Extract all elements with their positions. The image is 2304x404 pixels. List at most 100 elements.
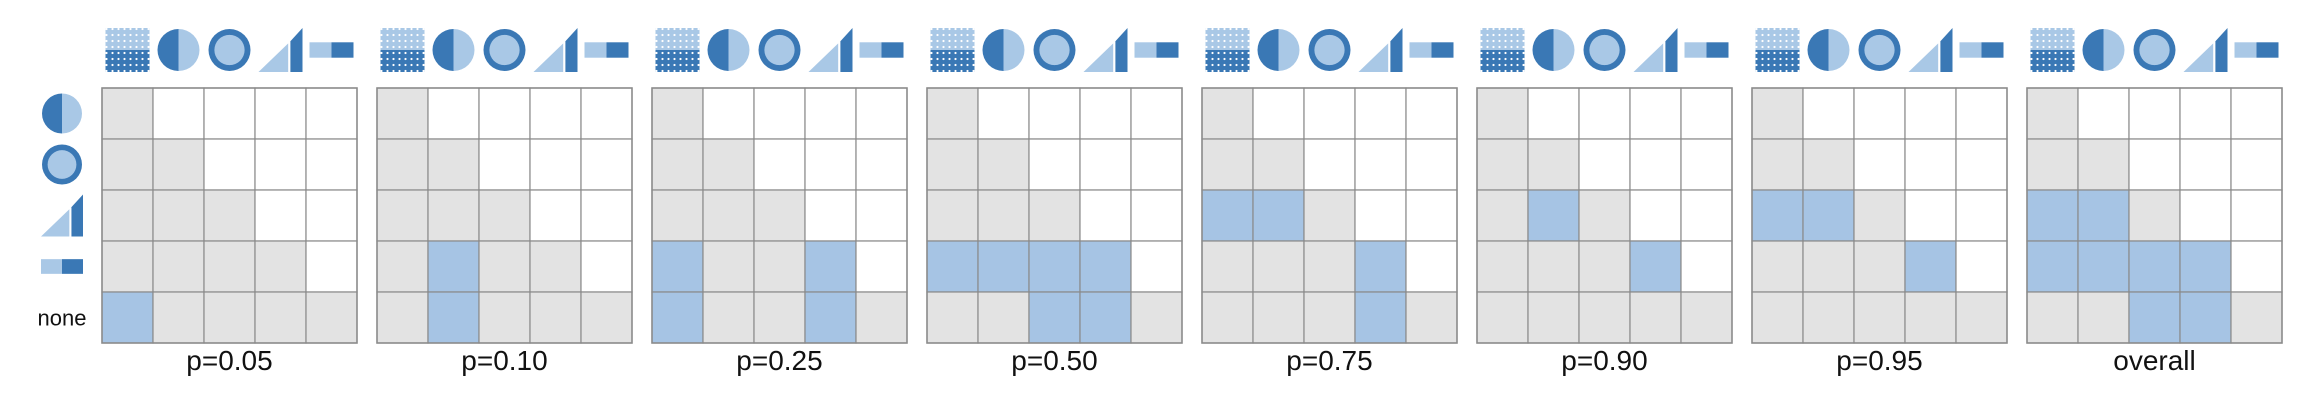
heatmap-cell xyxy=(1354,240,1407,293)
grid-border xyxy=(2026,87,2283,344)
heatmap-cell xyxy=(376,138,429,191)
panels-group: p=0.05 p=0.10 p=0.25 p=0.50 p=0.75 p=0.90 p=0.… xyxy=(101,28,2283,376)
panel-2: p=0.10 xyxy=(376,28,633,376)
col-texture-icon xyxy=(1205,28,1250,72)
heatmap-cell xyxy=(2128,87,2181,140)
col-two-bars-icon xyxy=(859,42,904,58)
panel-8: overall xyxy=(2026,28,2283,376)
heatmap-cell xyxy=(203,291,256,344)
col-texture-icon xyxy=(1480,28,1525,72)
heatmap-cell xyxy=(2077,138,2130,191)
heatmap-cell xyxy=(1079,138,1132,191)
heatmap-cell xyxy=(702,87,755,140)
heatmap-cell xyxy=(1252,291,1305,344)
col-texture-icon xyxy=(105,28,150,72)
heatmap-cell xyxy=(254,138,307,191)
heatmap-cell xyxy=(1904,240,1957,293)
heatmap-cell xyxy=(1130,189,1183,242)
heatmap-cell xyxy=(1079,240,1132,293)
heatmap-cell xyxy=(1028,189,1081,242)
heatmap-cell xyxy=(305,138,358,191)
heatmap-cell xyxy=(702,138,755,191)
row-icons-legend: none xyxy=(38,93,87,331)
heatmap-cell xyxy=(203,240,256,293)
heatmap-cell xyxy=(203,138,256,191)
heatmap-cell xyxy=(1303,87,1356,140)
heatmap-cell xyxy=(1904,87,1957,140)
heatmap-cell xyxy=(1130,87,1183,140)
heatmap-cell xyxy=(1853,291,1906,344)
heatmap-cell xyxy=(152,138,205,191)
heatmap-cell xyxy=(529,240,582,293)
heatmap-cell xyxy=(2026,87,2079,140)
heatmap-cell xyxy=(2179,138,2232,191)
grid-border xyxy=(1751,87,2008,344)
heatmap-cell xyxy=(651,240,704,293)
row-half-circle-icon xyxy=(42,93,82,134)
heatmap-cell xyxy=(855,189,908,242)
col-triangle-bar-icon xyxy=(1908,28,1953,72)
heatmap-cell xyxy=(1802,240,1855,293)
heatmap-cell xyxy=(152,189,205,242)
heatmap-cell xyxy=(101,291,154,344)
panel-label: p=0.75 xyxy=(1286,345,1372,376)
col-ring-circle-icon xyxy=(1583,29,1626,71)
col-two-bars-icon xyxy=(584,42,629,58)
heatmap-cell xyxy=(1680,138,1733,191)
heatmap-cell xyxy=(1303,291,1356,344)
heatmap-cell xyxy=(1405,189,1458,242)
heatmap-cell xyxy=(1201,189,1254,242)
heatmap-cell xyxy=(2077,291,2130,344)
col-ring-circle-icon xyxy=(1858,29,1901,71)
col-ring-circle-icon xyxy=(1033,29,1076,71)
heatmap-cell xyxy=(702,240,755,293)
panel-3: p=0.25 xyxy=(651,28,908,376)
heatmap-cell xyxy=(478,87,531,140)
heatmap-cell xyxy=(1578,87,1631,140)
col-half-circle-icon xyxy=(1532,29,1575,71)
heatmap-cell xyxy=(427,291,480,344)
heatmap-cell xyxy=(1405,240,1458,293)
heatmap-cell xyxy=(1802,189,1855,242)
heatmap-cell xyxy=(1853,240,1906,293)
heatmap-cell xyxy=(529,189,582,242)
heatmap-cell xyxy=(1802,138,1855,191)
heatmap-cell xyxy=(1751,240,1804,293)
heatmap-cell xyxy=(1079,189,1132,242)
heatmap-cell xyxy=(1904,189,1957,242)
col-triangle-bar-icon xyxy=(533,28,578,72)
heatmap-cell xyxy=(2230,240,2283,293)
heatmap-cell xyxy=(926,138,979,191)
heatmap-cell xyxy=(254,87,307,140)
heatmap-cell xyxy=(1028,138,1081,191)
heatmap-cell xyxy=(1629,291,1682,344)
heatmap-cell xyxy=(926,291,979,344)
heatmap-cell xyxy=(1578,189,1631,242)
heatmap-cell xyxy=(254,291,307,344)
heatmap-cell xyxy=(305,87,358,140)
heatmap-cell xyxy=(977,87,1030,140)
heatmap-cell xyxy=(529,138,582,191)
heatmap-cell xyxy=(152,87,205,140)
heatmap-cell xyxy=(1079,87,1132,140)
heatmap-cell xyxy=(926,240,979,293)
heatmap-cell xyxy=(305,291,358,344)
heatmap-cell xyxy=(1853,138,1906,191)
col-texture-icon xyxy=(1755,28,1800,72)
heatmap-cell xyxy=(1629,87,1682,140)
heatmap-cell xyxy=(427,138,480,191)
heatmap-cell xyxy=(2179,189,2232,242)
col-half-circle-icon xyxy=(2082,29,2125,71)
col-triangle-bar-icon xyxy=(808,28,853,72)
heatmap-cell xyxy=(1354,291,1407,344)
row-label-none: none xyxy=(38,306,87,331)
panel-label: p=0.05 xyxy=(186,345,272,376)
heatmap-cell xyxy=(478,240,531,293)
heatmap-cell xyxy=(1476,240,1529,293)
panel-6: p=0.90 xyxy=(1476,28,1733,376)
row-triangle-bar-icon xyxy=(41,194,83,237)
heatmap-cell xyxy=(855,87,908,140)
heatmap-cell xyxy=(1527,87,1580,140)
col-two-bars-icon xyxy=(1959,42,2004,58)
heatmap-cell xyxy=(2128,189,2181,242)
